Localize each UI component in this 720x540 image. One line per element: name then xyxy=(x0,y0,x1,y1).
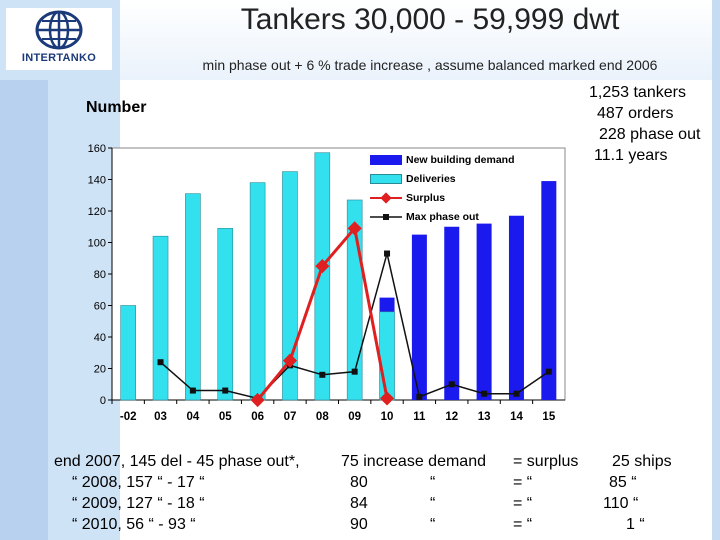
summary-cell: 85 “ xyxy=(609,474,637,491)
x-tick-label: 15 xyxy=(542,411,555,423)
intertanko-logo: INTERTANKO xyxy=(6,8,112,70)
summary-cell: “ xyxy=(430,516,436,533)
summary-cell: end 2007, 145 del - 45 phase out*, xyxy=(54,453,300,470)
point-surplus xyxy=(347,221,362,236)
stat-orders: 487 orders xyxy=(597,105,674,122)
legend-label: Deliveries xyxy=(406,172,456,185)
point-max-phase-out xyxy=(157,359,164,366)
stat-tankers: 1,253 tankers xyxy=(589,84,686,101)
chart-legend: New building demand Deliveries Surplus M… xyxy=(370,150,520,228)
summary-cell: 90 xyxy=(350,516,368,533)
x-tick-label: 07 xyxy=(284,411,297,423)
page-title: Tankers 30,000 - 59,999 dwt xyxy=(240,3,620,36)
point-max-phase-out xyxy=(416,393,423,400)
legend-swatch-surplus xyxy=(370,191,402,204)
x-tick-label: 08 xyxy=(316,411,329,423)
y-tick-label: 60 xyxy=(94,301,106,313)
summary-cell: 25 ships xyxy=(612,453,672,470)
bar-deliveries xyxy=(282,171,298,401)
legend-item: Surplus xyxy=(370,188,520,207)
summary-cell: = surplus xyxy=(513,453,579,470)
summary-cell: = “ xyxy=(513,495,533,512)
bar-new-building xyxy=(476,223,492,400)
legend-label: Max phase out xyxy=(406,210,479,223)
legend-item: Deliveries xyxy=(370,169,520,188)
summary-cell: 75 increase demand xyxy=(341,453,486,470)
legend-label: Surplus xyxy=(406,191,446,204)
summary-cell: “ 2009, 127 “ - 18 “ xyxy=(72,495,205,512)
legend-item: Max phase out xyxy=(370,207,520,226)
summary-cell: = “ xyxy=(513,474,533,491)
bar-new-building xyxy=(411,234,427,400)
bar-new-building xyxy=(541,181,557,400)
summary-cell: “ xyxy=(430,495,436,512)
summary-cell: 80 xyxy=(350,474,368,491)
legend-label: New building demand xyxy=(406,153,515,166)
y-tick-label: 40 xyxy=(94,332,106,344)
y-axis-label: Number xyxy=(86,99,147,116)
bar-new-building xyxy=(444,226,460,400)
y-tick-label: 120 xyxy=(88,206,106,218)
point-max-phase-out xyxy=(384,250,391,257)
header-band xyxy=(120,0,720,80)
legend-item: New building demand xyxy=(370,150,520,169)
point-max-phase-out xyxy=(351,368,358,375)
point-surplus xyxy=(379,391,395,406)
bar-deliveries xyxy=(314,152,331,401)
summary-cell: 1 “ xyxy=(626,516,645,533)
point-max-phase-out xyxy=(513,390,520,397)
y-tick-label: 20 xyxy=(94,364,106,376)
legend-swatch-new-building xyxy=(370,154,402,165)
x-tick-label: 05 xyxy=(219,411,232,423)
summary-cell: = “ xyxy=(513,516,533,533)
point-surplus xyxy=(315,259,330,274)
point-max-phase-out xyxy=(319,371,326,378)
point-surplus xyxy=(282,353,298,368)
x-tick-label: 03 xyxy=(154,411,167,423)
globe-icon xyxy=(35,10,83,50)
summary-cell: “ 2008, 157 “ - 17 “ xyxy=(72,474,205,491)
bar-deliveries xyxy=(120,305,136,401)
summary-cell: 84 xyxy=(350,495,368,512)
bar-deliveries xyxy=(249,182,266,401)
y-tick-label: 140 xyxy=(88,175,106,187)
summary-cell: “ xyxy=(430,474,436,491)
point-surplus xyxy=(250,392,265,408)
stat-years: 11.1 years xyxy=(594,147,668,164)
chart: 0 20 40 60 80 100 120 140 160 -02 03 04 05 06 07 08 09 10… xyxy=(88,143,566,423)
point-max-phase-out xyxy=(545,368,552,375)
point-max-phase-out xyxy=(448,381,455,388)
point-max-phase-out xyxy=(222,387,229,394)
x-tick-label: 04 xyxy=(186,411,199,423)
bar-new-building xyxy=(508,215,524,400)
x-tick-label: 13 xyxy=(478,411,491,423)
y-tick-label: 80 xyxy=(94,269,106,281)
bar-deliveries xyxy=(379,311,395,401)
bar-deliveries xyxy=(217,228,234,401)
y-tick-label: 160 xyxy=(88,143,106,155)
x-tick-label: -02 xyxy=(120,411,137,423)
x-tick-label: 09 xyxy=(348,411,361,423)
x-tick-label: 14 xyxy=(510,411,523,423)
legend-swatch-max-phase-out xyxy=(370,213,402,220)
bar-deliveries xyxy=(152,235,169,401)
right-decor-strip xyxy=(712,0,720,540)
x-tick-label: 06 xyxy=(251,411,264,423)
fleet-stats: 1,253 tankers 487 orders 228 phase out 1… xyxy=(578,82,718,166)
y-tick-label: 0 xyxy=(100,395,106,407)
legend-swatch-deliveries xyxy=(370,173,402,184)
y-tick-label: 100 xyxy=(88,238,106,250)
left-decor-band-dark xyxy=(0,80,48,540)
point-max-phase-out xyxy=(189,387,196,394)
summary-cell: 110 “ xyxy=(603,495,639,512)
x-tick-label: 12 xyxy=(445,411,458,423)
summary-cell: “ 2010, 56 “ - 93 “ xyxy=(72,516,196,533)
point-max-phase-out xyxy=(481,390,488,397)
stat-phase-out: 228 phase out xyxy=(599,126,701,143)
logo-wordmark: INTERTANKO xyxy=(21,52,97,64)
bar-deliveries xyxy=(185,193,201,401)
x-tick-label: 11 xyxy=(413,411,426,423)
x-tick-label: 10 xyxy=(381,411,394,423)
page-subtitle: min phase out + 6 % trade increase , ass… xyxy=(202,57,658,73)
